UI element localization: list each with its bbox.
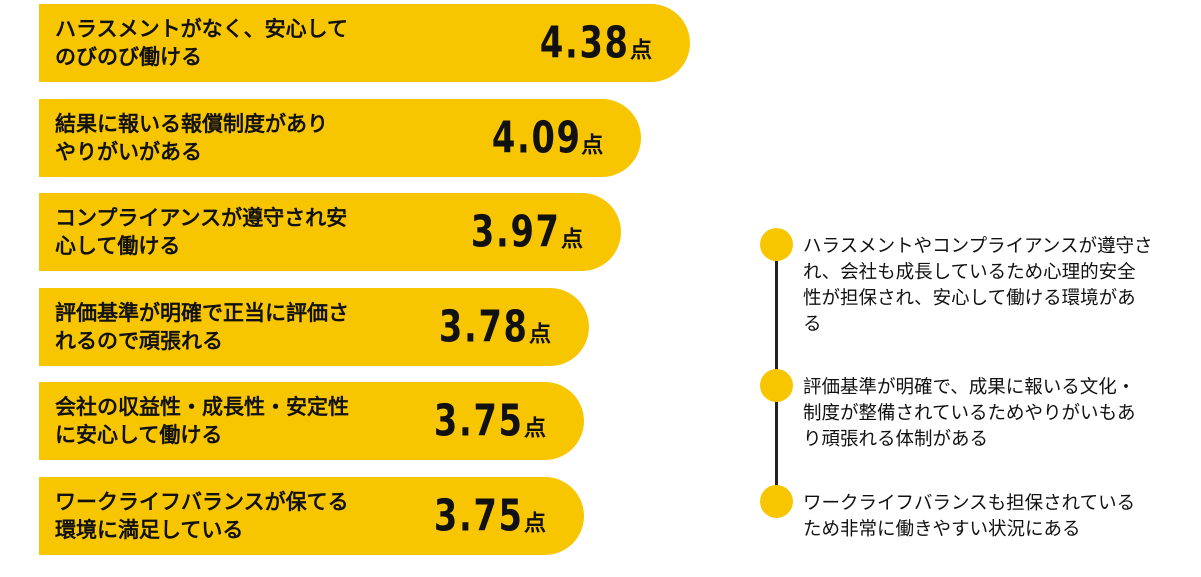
bar-value-unit: 点 (523, 511, 546, 537)
bar-label-line: 会社の収益性・成長性・安定性 (55, 395, 349, 420)
bar-category-label: 会社の収益性・成長性・安定性 に安心して働ける (55, 393, 400, 449)
bar-value-unit: 点 (581, 133, 604, 159)
bar-value-unit: 点 (561, 227, 584, 253)
bar-category-label: 評価基準が明確で正当に評価さ れるので頑張れる (55, 299, 400, 355)
bar-value-label: 4.38点 (524, 18, 652, 69)
bar-category-label: ワークライフバランスが保てる 環境に満足している (55, 488, 400, 544)
bar-category-label: ハラスメントがなく、安心して のびのび働ける (55, 15, 400, 71)
bar-label-line: に安心して働ける (55, 423, 223, 448)
timeline-dot-icon (760, 485, 793, 518)
bar-value-label: 3.97点 (455, 207, 583, 258)
bar-label-line: ハラスメントがなく、安心して (55, 17, 348, 41)
score-bar: 結果に報いる報償制度があり やりがいがある 4.09点 (39, 98, 642, 177)
summary-timeline: ハラスメントやコンプライアンスが遵守され、会社も成長しているため心理的安全性が担… (740, 0, 1201, 577)
bar-label-line: コンプライアンスが遵守され安 (55, 206, 348, 231)
timeline-dot-icon (760, 369, 793, 402)
bar-value-label: 3.75点 (418, 491, 546, 542)
bar-category-label: 結果に報いる報償制度があり やりがいがある (55, 110, 400, 166)
bar-value-number: 3.75 (434, 490, 524, 542)
timeline-item-text: ハラスメントやコンプライアンスが遵守され、会社も成長しているため心理的安全性が担… (803, 236, 1153, 335)
bar-value-unit: 点 (529, 322, 552, 348)
score-bar: ハラスメントがなく、安心して のびのび働ける 4.38点 (39, 4, 690, 82)
bar-category-label: コンプライアンスが遵守され安 心して働ける (55, 204, 400, 260)
bar-value-unit: 点 (629, 38, 652, 64)
bar-value-number: 3.78 (439, 301, 530, 353)
score-bar: 会社の収益性・成長性・安定性 に安心して働ける 3.75点 (39, 382, 584, 461)
bar-value-number: 3.75 (434, 395, 524, 447)
bar-label-line: のびのび働ける (55, 45, 202, 69)
score-bar: 評価基準が明確で正当に評価さ れるので頑張れる 3.78点 (39, 287, 590, 366)
score-bar-chart: ハラスメントがなく、安心して のびのび働ける 4.38点 結果に報いる報償制度がありや… (39, 4, 690, 555)
bar-value-number: 4.09 (491, 112, 582, 164)
bar-label-line: 環境に満足している (55, 518, 244, 542)
bar-label-line: やりがいがある (55, 139, 202, 164)
bar-value-number: 3.97 (471, 206, 561, 258)
bar-label-line: 心して働ける (55, 234, 181, 259)
timeline-dot-icon (760, 228, 793, 261)
score-bar: ワークライフバランスが保てる 環境に満足している 3.75点 (39, 477, 584, 555)
bar-value-unit: 点 (523, 416, 546, 442)
bar-label-line: れるので頑張れる (55, 328, 223, 353)
timeline-item-text: 評価基準が明確で、成果に報いる文化・制度が整備されているためやりがいもあり頑張れ… (803, 377, 1136, 450)
score-bar: コンプライアンスが遵守され安 心して働ける 3.97点 (39, 193, 622, 272)
bar-value-label: 3.75点 (418, 396, 546, 447)
bar-value-number: 4.38 (540, 17, 630, 69)
timeline-item-text: ワークライフバランスも担保されているため非常に働きやすい状況にある (803, 493, 1136, 540)
bar-value-label: 4.09点 (476, 112, 604, 164)
bar-value-label: 3.78点 (423, 301, 551, 352)
bar-label-line: ワークライフバランスが保てる (55, 490, 349, 514)
bar-label-line: 結果に報いる報償制度があり (55, 111, 328, 136)
bar-label-line: 評価基準が明確で正当に評価さ (55, 300, 349, 325)
